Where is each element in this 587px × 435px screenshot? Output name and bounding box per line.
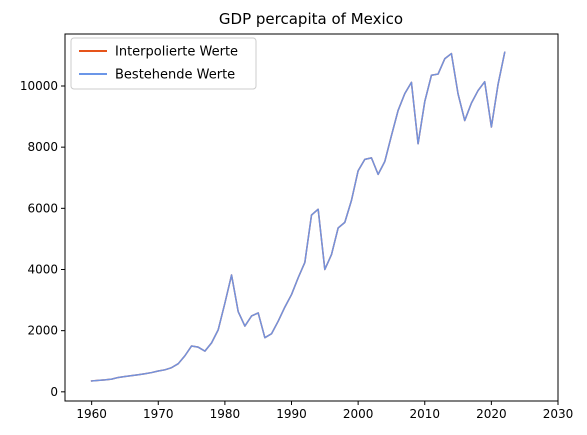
legend: Interpolierte Werte Bestehende Werte [70,37,257,90]
x-tick-label: 2000 [343,407,374,421]
y-tick-label: 6000 [27,201,58,215]
x-tick-label: 2010 [409,407,440,421]
x-tick-label: 1980 [210,407,241,421]
x-tick-label: 2030 [543,407,574,421]
y-tick-label: 0 [50,385,58,399]
plot-area-frame [64,33,559,402]
y-tick-label: 4000 [27,262,58,276]
legend-label: Bestehende Werte [115,68,235,83]
chart-title: GDP percapita of Mexico [219,10,403,28]
y-tick-label: 8000 [27,140,58,154]
series-line-existing [90,51,506,382]
series-layer [90,51,506,382]
x-axis: 1960 1970 1980 1990 2000 2010 2020 2030 [76,401,573,421]
y-tick-label: 2000 [27,324,58,338]
y-axis: 0 2000 4000 6000 8000 10000 [20,79,65,399]
x-tick-label: 1960 [76,407,107,421]
legend-box [70,37,257,90]
x-tick-label: 1990 [276,407,307,421]
series-line-interpolated [90,51,506,382]
x-tick-label: 2020 [476,407,507,421]
y-tick-label: 10000 [20,79,58,93]
legend-label: Interpolierte Werte [115,45,238,60]
x-tick-label: 1970 [143,407,174,421]
